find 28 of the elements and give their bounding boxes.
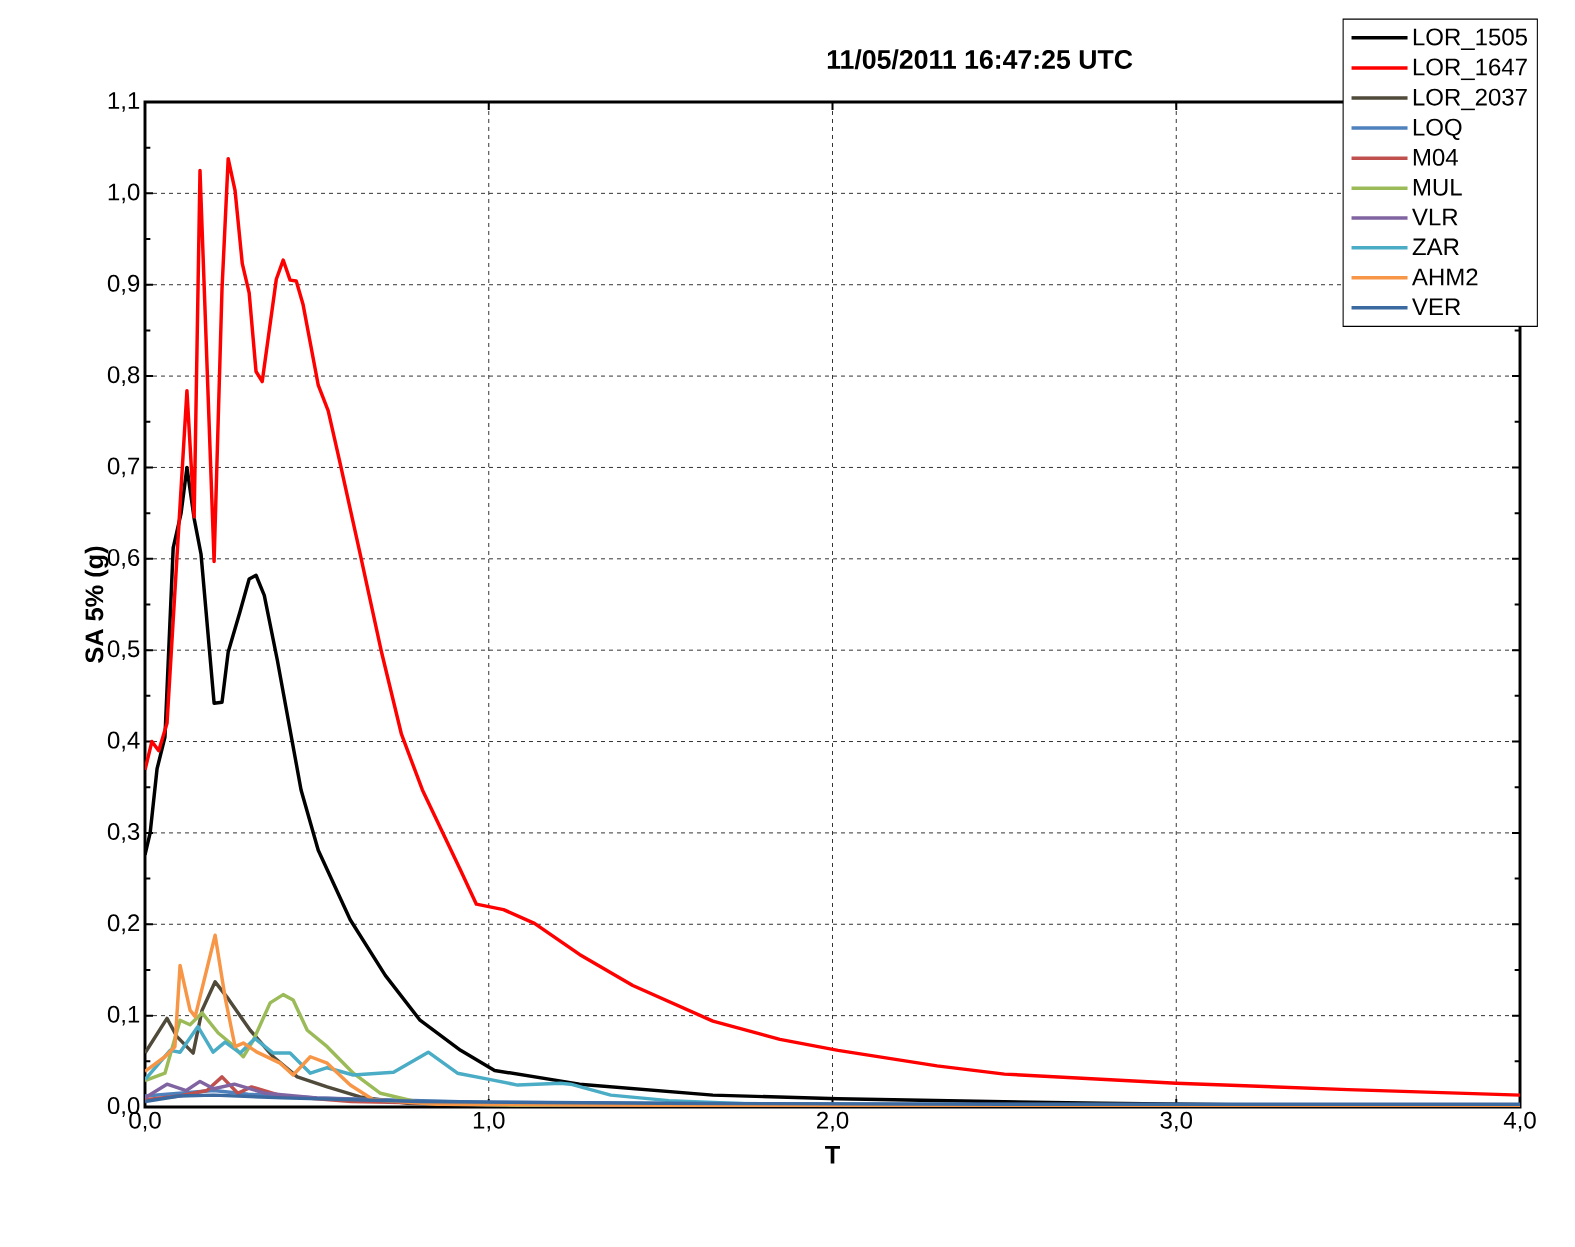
- legend-label: LOR_1505: [1413, 28, 1527, 50]
- legend-label: LOR_2037: [1413, 88, 1527, 111]
- y-axis-title: SA 5% (g): [84, 546, 109, 663]
- legend-label: M04: [1413, 148, 1458, 166]
- y-tick-label: 0,3: [107, 822, 140, 843]
- x-axis-title: T: [825, 1146, 840, 1164]
- x-tick-label: 3,0: [1160, 1111, 1193, 1132]
- y-tick-label: 1,0: [108, 183, 140, 204]
- y-tick-label: 0,1: [107, 1005, 140, 1026]
- x-tick-label: 4,0: [1503, 1111, 1536, 1132]
- y-tick-label: 0,5: [107, 640, 140, 661]
- y-tick-label: 0,2: [107, 914, 140, 935]
- legend-label: AHM2: [1411, 268, 1478, 286]
- legend-label: VLR: [1412, 208, 1458, 226]
- legend-label: LOQ: [1413, 118, 1462, 141]
- y-tick-label: 1,1: [108, 92, 140, 112]
- x-tick-label: 2,0: [817, 1111, 849, 1132]
- chart-title: 11/05/2011 16:47:25 UTC: [827, 49, 1133, 70]
- y-tick-label: 0,9: [107, 274, 140, 295]
- legend-label: VER: [1412, 298, 1461, 316]
- legend-label: ZAR: [1412, 238, 1459, 256]
- y-tick-label: 0,8: [107, 366, 140, 386]
- legend-label: MUL: [1413, 178, 1462, 196]
- y-tick-label: 0,6: [107, 548, 140, 569]
- x-tick-label: 1,0: [473, 1111, 505, 1132]
- legend-label: LOR_1647: [1413, 58, 1527, 81]
- y-tick-label: 0,7: [107, 457, 140, 478]
- y-tick-label: 0,4: [107, 731, 140, 752]
